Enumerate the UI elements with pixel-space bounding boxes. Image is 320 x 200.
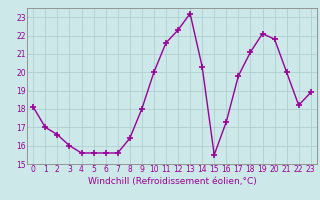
X-axis label: Windchill (Refroidissement éolien,°C): Windchill (Refroidissement éolien,°C): [88, 177, 256, 186]
